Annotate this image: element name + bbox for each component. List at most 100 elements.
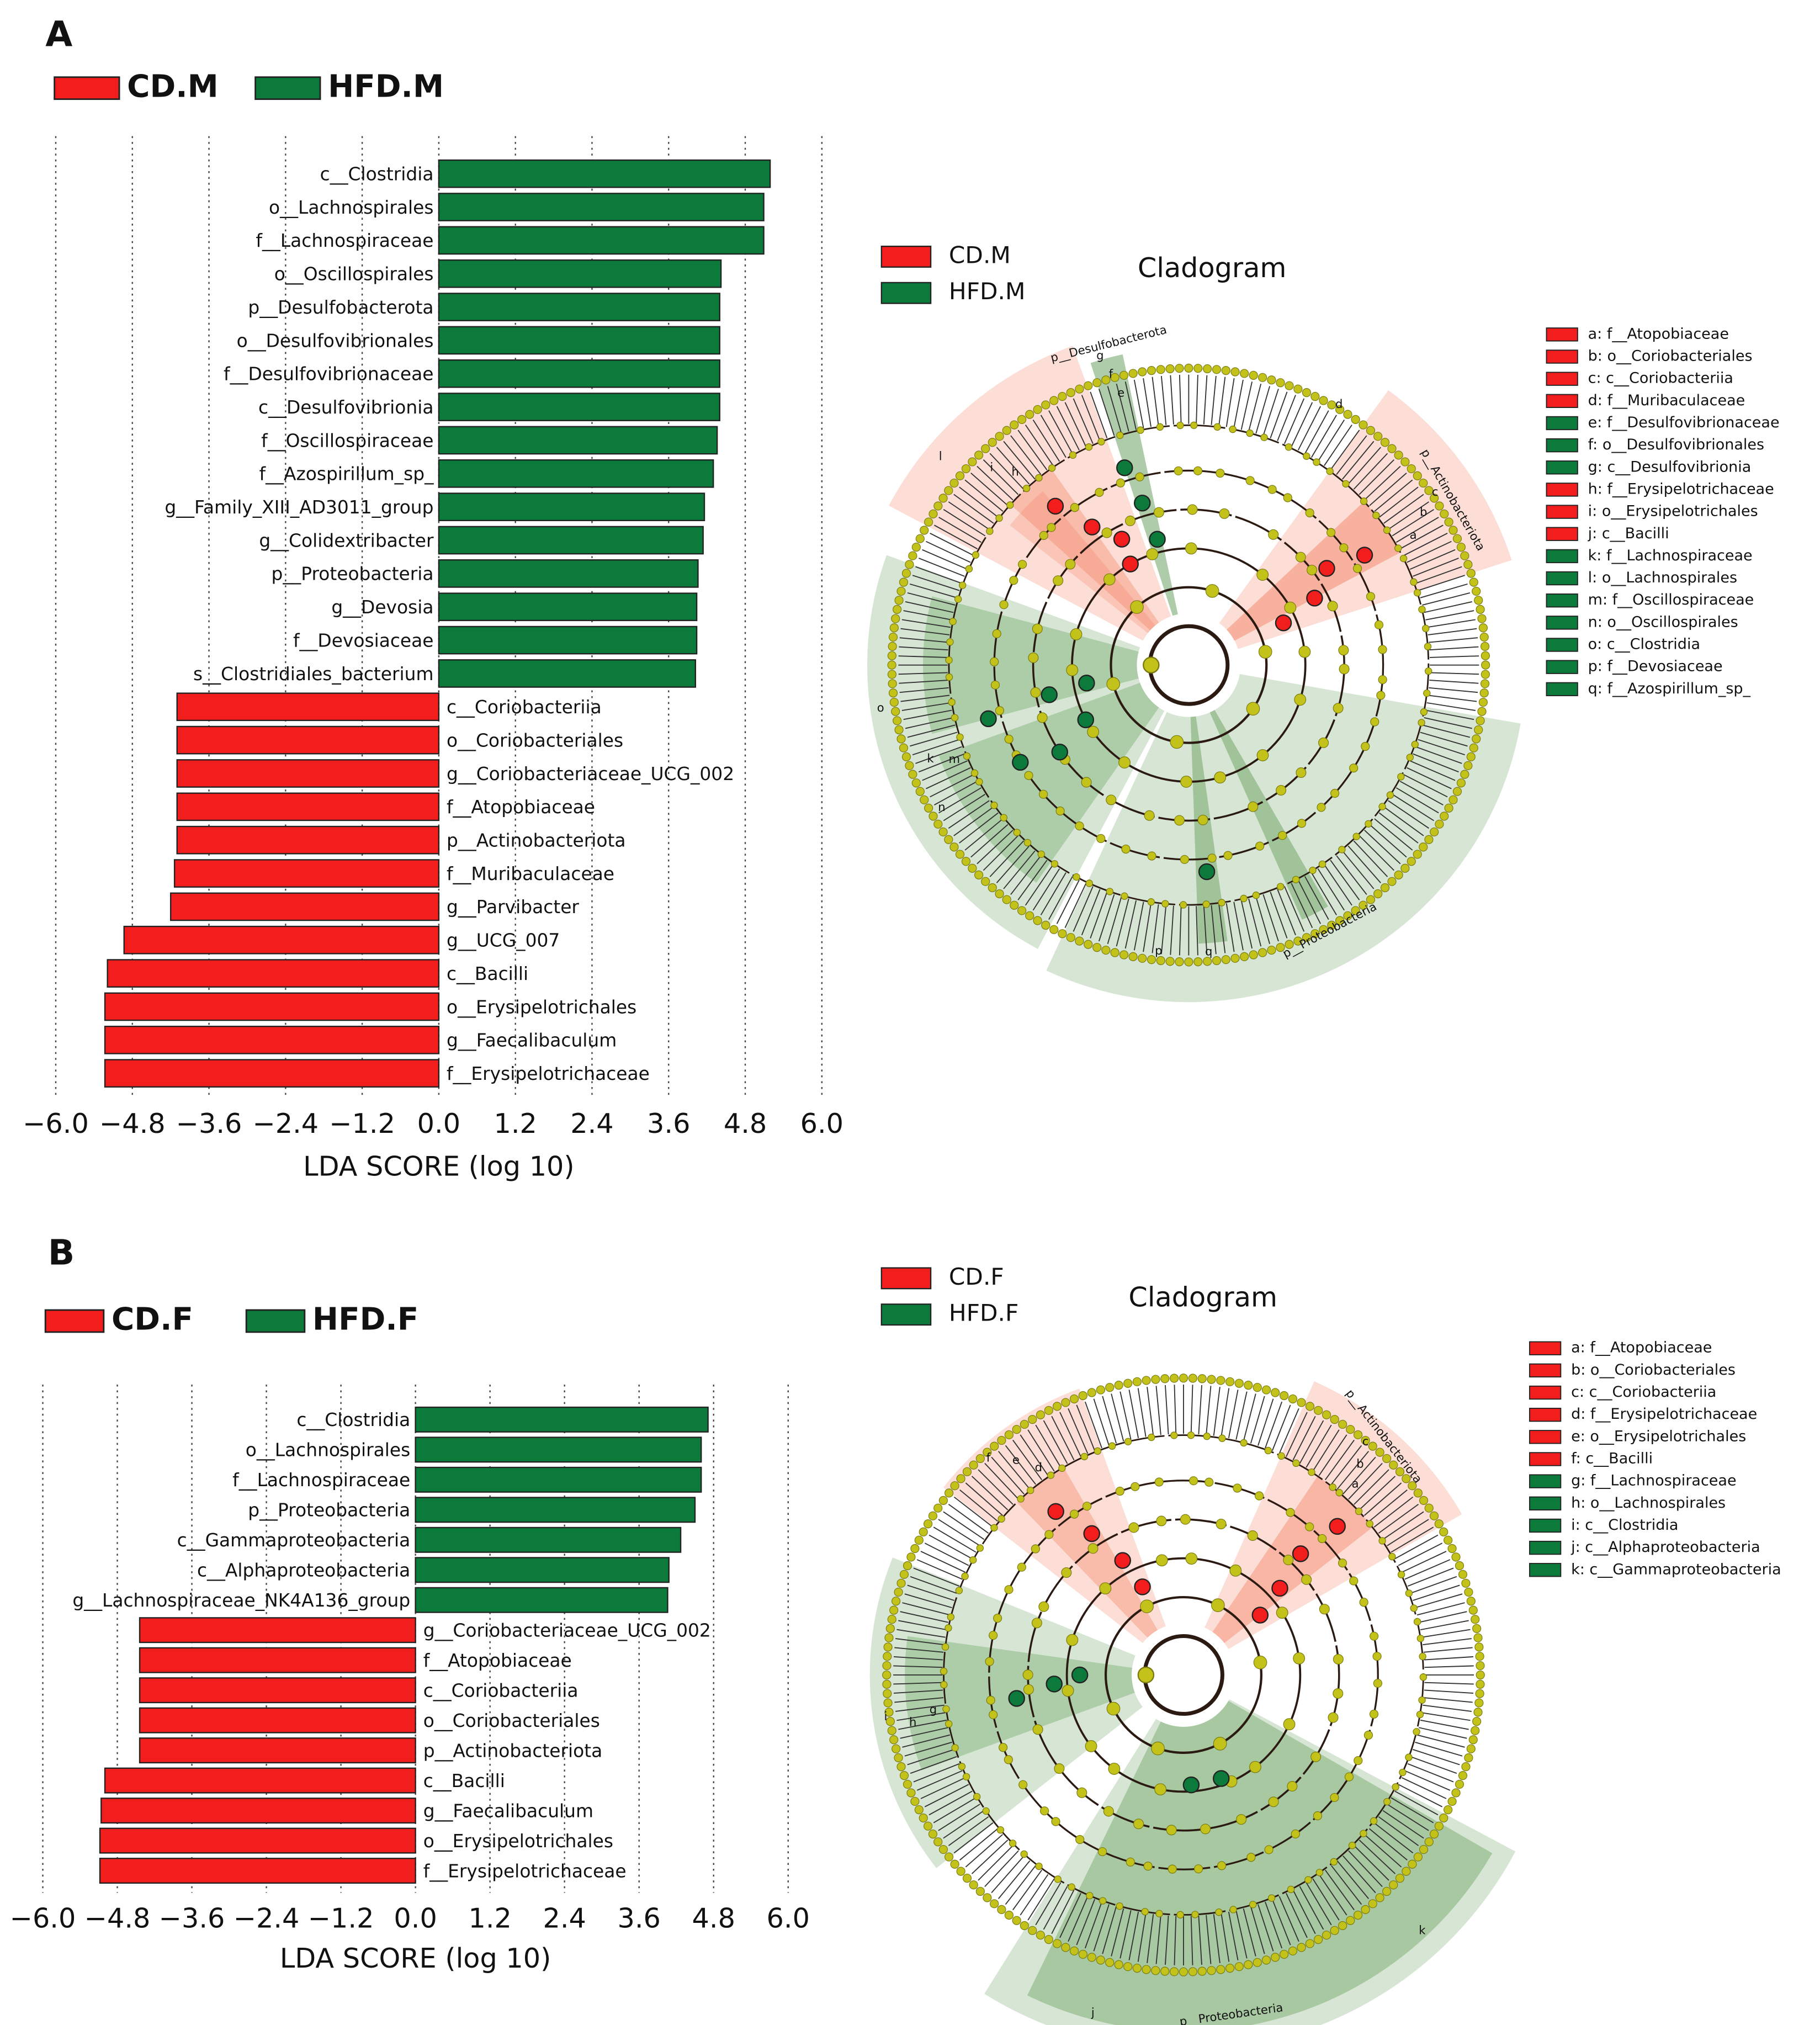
leaf-node: [1476, 716, 1485, 725]
highlight-node: [980, 710, 997, 728]
leaf-node: [887, 660, 896, 670]
category-label: o__Oscillospirales: [274, 263, 434, 285]
branch: [1017, 860, 1048, 900]
branch: [1373, 1496, 1414, 1528]
legend-swatch: [880, 282, 932, 304]
leaf-node: [1440, 509, 1449, 519]
leaf-node: [1373, 889, 1383, 899]
node: [1240, 894, 1248, 903]
leaf-node: [883, 1689, 892, 1698]
leaf-node: [885, 1716, 895, 1726]
node: [1366, 1520, 1373, 1528]
node: [1176, 421, 1184, 430]
node: [1047, 1471, 1055, 1479]
key-label: k: f__Lachnospiraceae: [1588, 547, 1753, 564]
branch: [1423, 1638, 1472, 1646]
leaf-node: [1119, 950, 1129, 960]
leaf-node: [1225, 1377, 1235, 1386]
branch: [1424, 1665, 1474, 1668]
leaf-node: [933, 819, 943, 829]
branch: [1211, 905, 1217, 955]
bar: [415, 1557, 670, 1583]
leaf-node: [1475, 1652, 1484, 1661]
node: [1075, 821, 1084, 831]
branch: [900, 1611, 948, 1623]
branch: [1369, 473, 1407, 506]
node: [1176, 1911, 1184, 1919]
leaf-node: [938, 1844, 948, 1854]
node: [1313, 1811, 1323, 1821]
leaf-node: [1469, 577, 1478, 587]
leaf-node: [1447, 1544, 1457, 1554]
node: [1296, 767, 1307, 778]
branch: [978, 1469, 1014, 1505]
highlight-node: [1292, 1545, 1309, 1562]
node: [1413, 589, 1421, 597]
leaf-node: [1179, 1374, 1188, 1383]
branch: [909, 731, 958, 747]
leaf-node: [1221, 955, 1230, 964]
node: [945, 1720, 953, 1728]
key-label: f: c__Bacilli: [1571, 1450, 1653, 1467]
branch: [1056, 879, 1080, 924]
node: [1004, 1585, 1014, 1594]
leaf-node: [1413, 1488, 1423, 1498]
node: [1376, 691, 1386, 700]
leaf-node: [1402, 1867, 1411, 1876]
branch: [1426, 702, 1476, 711]
node: [986, 527, 994, 535]
branch: [1271, 1899, 1291, 1946]
key-swatch: [1529, 1385, 1562, 1400]
leaf-node: [1156, 956, 1165, 966]
branch: [1025, 425, 1054, 466]
leaf-node: [1193, 957, 1203, 967]
branch: [1378, 1816, 1419, 1846]
key-label: i: c__Clostridia: [1571, 1517, 1678, 1534]
node: [1252, 891, 1260, 899]
branch: [916, 1559, 963, 1580]
node: [1213, 1737, 1227, 1751]
node: [985, 1657, 994, 1666]
branch: [900, 695, 950, 702]
leaf-node: [1033, 405, 1042, 414]
node: [1219, 508, 1230, 519]
leaf-node: [903, 1779, 912, 1789]
branch: [1098, 894, 1115, 942]
node: [1286, 1508, 1295, 1517]
branch: [910, 1576, 957, 1594]
branch: [1336, 1451, 1370, 1490]
node: [1363, 1730, 1373, 1740]
leaf-node: [1197, 1374, 1207, 1383]
leaf-node: [1114, 1960, 1123, 1969]
node: [1179, 901, 1187, 909]
node: [1378, 675, 1387, 685]
leaf-node: [1477, 614, 1487, 623]
leaf-node: [938, 827, 948, 837]
branch: [1404, 1770, 1451, 1791]
branch: [953, 494, 994, 524]
category-label: f__Azospirillum_sp_: [259, 463, 434, 485]
leaf-node: [1293, 936, 1303, 946]
leaf-node: [1474, 725, 1483, 735]
node: [1097, 1847, 1107, 1857]
highlight-node: [1134, 1578, 1151, 1595]
leaf-node: [1424, 486, 1434, 495]
x-tick-label: 2.4: [543, 1902, 586, 1934]
leaf-node: [924, 803, 933, 813]
leaf-node: [1288, 1394, 1298, 1404]
node: [1096, 834, 1106, 844]
node: [1352, 564, 1362, 573]
node: [956, 733, 964, 741]
branch: [1255, 386, 1271, 434]
branch: [938, 1804, 980, 1831]
leaf-node: [1400, 457, 1410, 467]
branch: [1076, 1899, 1096, 1946]
branch: [1420, 1620, 1469, 1631]
branch: [1017, 430, 1048, 470]
leaf-node: [1244, 1381, 1253, 1390]
branch: [898, 1719, 947, 1730]
node: [1080, 1453, 1089, 1461]
node: [969, 1556, 977, 1564]
leaf-node: [1479, 688, 1489, 698]
bar: [438, 393, 720, 421]
